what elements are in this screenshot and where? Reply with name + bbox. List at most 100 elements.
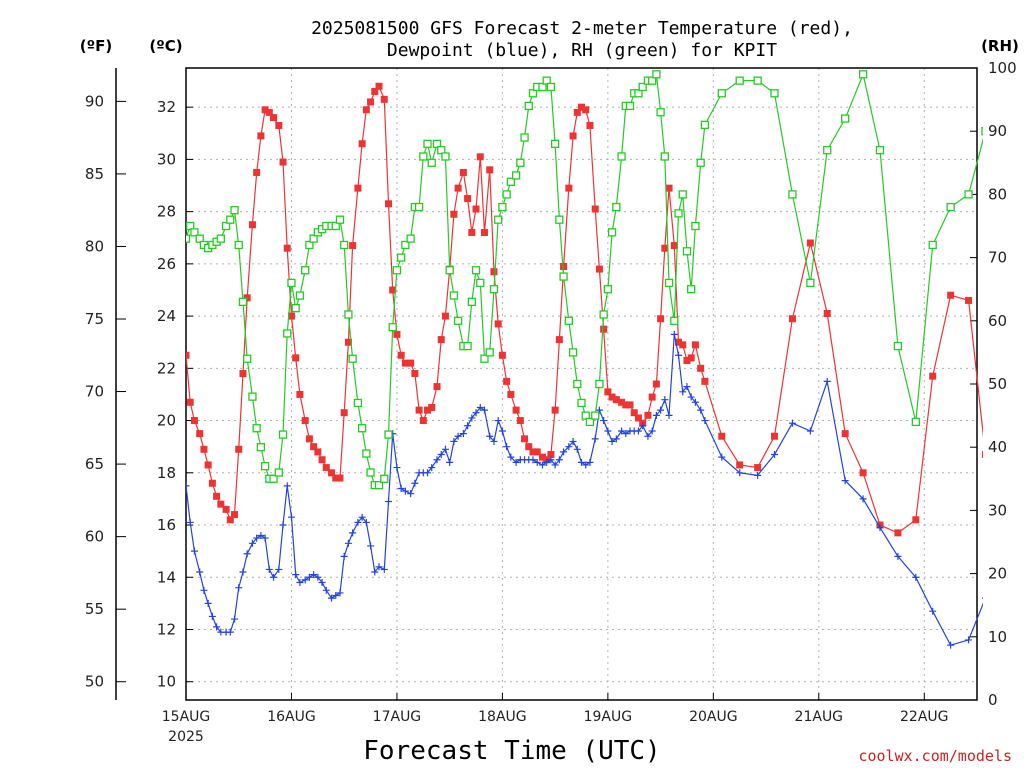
dewpoint-point [595,406,603,414]
temperature-point [565,184,573,192]
rh-point [634,89,643,98]
dewpoint-point [675,351,683,359]
temperature-point [217,500,225,508]
temperature-point [371,88,379,96]
temperature-point [480,229,488,237]
temperature-point [226,516,234,524]
rh-point [753,76,762,85]
rh-point [226,215,235,224]
dewpoint-point [261,534,269,542]
temperature-point [322,464,330,472]
rh-point [269,474,278,483]
dewpoint-point [186,482,190,490]
fahrenheit-tick-label: 65 [85,455,104,473]
rh-point [946,202,955,212]
rh-point [559,272,568,281]
temperature-point [314,448,322,456]
temperature-point [401,359,409,367]
rh-point [542,76,551,85]
rh-point [591,411,600,420]
temperature-point [204,461,212,469]
dewpoint-point [393,464,401,472]
dewpoint-point [270,573,278,581]
dewpoint-point [476,404,484,412]
temperature-point [736,461,744,469]
temperature-point [626,401,634,409]
temperature-point [283,244,291,252]
celsius-tick-label: 18 [157,464,176,482]
rh-tick-label: 30 [988,501,1007,519]
temperature-point [415,406,423,414]
dewpoint-point [459,430,467,438]
dewpoint-point [380,565,388,573]
x-tick-label: 18AUG [478,709,527,725]
dewpoint-point [283,482,291,490]
temperature-point [279,158,287,166]
celsius-tick-label: 14 [157,568,176,586]
dewpoint-point [648,427,656,435]
temperature-point [600,325,608,333]
rh-point [195,234,204,243]
rh-point [423,139,432,148]
dewpoint-point [679,388,687,396]
dewpoint-point [736,469,744,477]
rh-point [577,398,586,408]
rh-point [1000,166,1007,173]
dewpoint-point [665,411,673,419]
rh-tick-label: 70 [988,249,1007,267]
temperature-point [503,377,511,385]
rh-point [652,70,661,79]
rh-point [585,417,595,427]
dewpoint-point [375,563,383,571]
temperature-point [630,409,638,417]
temperature-point [261,106,269,114]
temperature-point [670,242,678,250]
temperature-point [929,372,937,380]
dewpoint-point [498,427,506,435]
dewpoint-point [314,573,322,581]
dewpoint-point [841,477,849,485]
temperature-point [332,474,340,482]
rh-point [770,89,779,98]
rh-point [485,348,494,357]
rh-point [283,329,292,338]
temperature-point [494,320,502,328]
rh-point [437,146,446,155]
celsius-tick-label: 28 [157,203,176,221]
dewpoint-point [560,448,568,456]
celsius-tick-label: 22 [157,359,176,377]
dewpoint-point [494,417,502,425]
dewpoint-point [661,396,669,404]
rh-tick-label: 50 [988,375,1007,393]
dewpoint-point [569,437,577,445]
temperature-point [586,121,594,129]
temperature-point [555,336,563,344]
temperature-point [644,411,652,419]
rh-point [660,152,669,161]
rh-point [875,146,885,155]
rh-point [928,240,937,250]
rh-point [528,89,538,98]
dewpoint-point [358,513,366,521]
dewpoint-point [328,594,336,602]
temperature-point [196,430,204,438]
fahrenheit-tick-label: 70 [85,383,104,401]
fahrenheit-tick-label: 80 [85,237,104,255]
dewpoint-point [332,592,340,600]
dewpoint-point [349,529,357,537]
dewpoint-point [894,552,902,560]
dewpoint-point [591,435,599,443]
rh-tick-label: 60 [988,312,1007,330]
rh-point [625,101,635,111]
rh-point [248,392,257,401]
temperature-point [665,184,673,192]
rh-point [911,417,920,427]
dewpoint-point [446,458,454,466]
temperature-point [516,417,524,425]
rh-point [291,304,300,313]
rh-point [374,480,384,490]
dewpoint-point [248,539,256,547]
dewpoint-point [1000,647,1007,654]
rh-point [260,462,270,471]
rh-point [353,398,363,408]
